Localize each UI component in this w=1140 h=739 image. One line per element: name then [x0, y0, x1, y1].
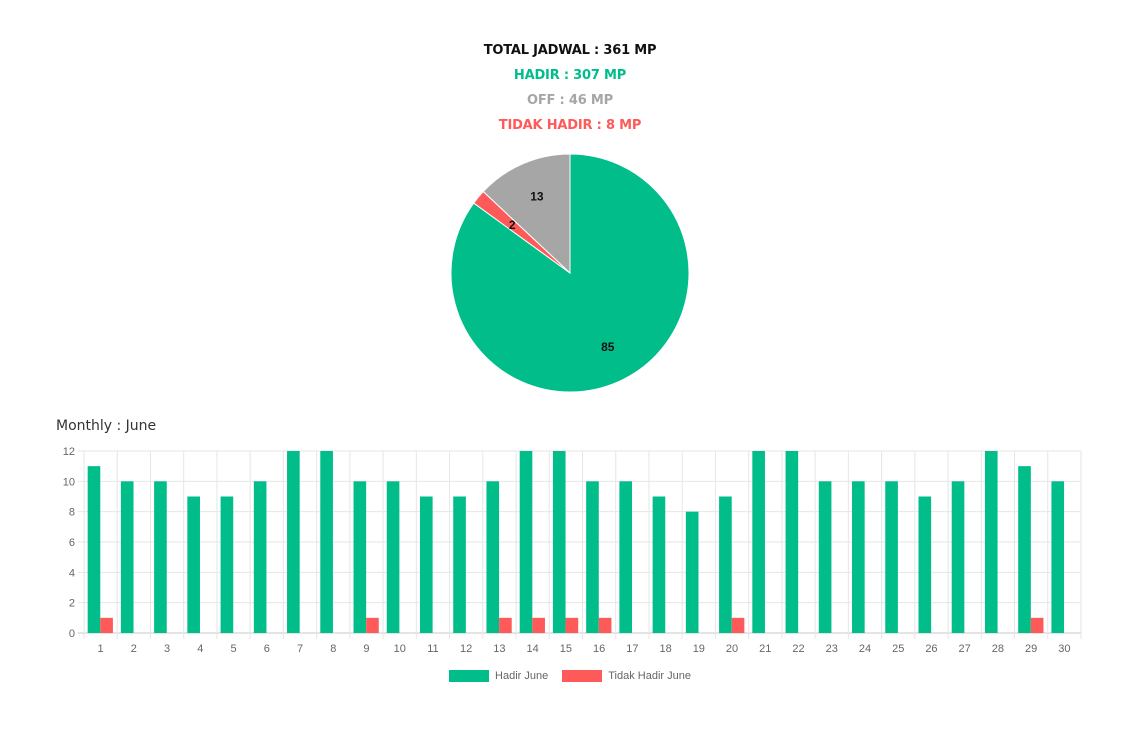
x-tick-label: 3 — [164, 643, 170, 655]
pie-slice-label-0: 85 — [601, 340, 615, 354]
bar-hadir-5[interactable] — [220, 496, 234, 634]
x-tick-label: 4 — [197, 643, 203, 655]
bar-tidak-hadir-9[interactable] — [366, 617, 379, 633]
x-tick-label: 14 — [527, 643, 539, 655]
bar-hadir-20[interactable] — [719, 496, 732, 634]
y-tick-label: 12 — [63, 446, 75, 458]
x-tick-label: 19 — [693, 643, 705, 655]
bar-hadir-7[interactable] — [287, 451, 300, 633]
summary-off: OFF : 46 MP — [527, 93, 613, 108]
x-tick-label: 17 — [626, 643, 638, 655]
legend-label-tidak-hadir: Tidak Hadir June — [608, 670, 691, 682]
x-tick-label: 25 — [892, 643, 904, 655]
bar-tidak-hadir-15[interactable] — [565, 617, 579, 633]
bar-hadir-29[interactable] — [1018, 466, 1031, 633]
x-tick-label: 13 — [493, 643, 505, 655]
y-tick-label: 2 — [69, 598, 75, 610]
legend-swatch-tidak-hadir — [562, 670, 603, 682]
legend-item-tidak-hadir[interactable]: Tidak Hadir June — [562, 670, 691, 682]
bar-hadir-17[interactable] — [619, 481, 633, 633]
pie-slice-label-1: 2 — [509, 218, 516, 232]
bar-hadir-10[interactable] — [386, 481, 400, 633]
x-tick-label: 11 — [427, 643, 438, 655]
bar-hadir-21[interactable] — [752, 451, 765, 633]
x-tick-label: 10 — [394, 643, 406, 655]
x-tick-label: 22 — [792, 643, 804, 655]
bar-hadir-11[interactable] — [419, 496, 433, 634]
x-tick-label: 23 — [826, 643, 838, 655]
x-tick-label: 29 — [1025, 643, 1037, 655]
bar-hadir-2[interactable] — [120, 481, 134, 633]
bar-hadir-19[interactable] — [685, 511, 699, 633]
bar-tidak-hadir-14[interactable] — [532, 617, 545, 633]
bar-hadir-27[interactable] — [951, 481, 965, 633]
x-tick-label: 24 — [859, 643, 871, 655]
x-tick-label: 5 — [230, 643, 236, 655]
y-tick-label: 0 — [69, 628, 75, 640]
x-tick-label: 1 — [98, 643, 104, 655]
x-tick-label: 15 — [560, 643, 572, 655]
bar-hadir-12[interactable] — [453, 496, 466, 634]
bar-hadir-25[interactable] — [885, 481, 898, 633]
bar-hadir-18[interactable] — [652, 496, 666, 634]
x-tick-label: 27 — [959, 643, 971, 655]
legend-item-hadir[interactable]: Hadir June — [449, 670, 548, 682]
y-tick-label: 8 — [69, 507, 75, 519]
bar-hadir-6[interactable] — [253, 481, 267, 633]
bar-tidak-hadir-16[interactable] — [598, 617, 612, 633]
bar-tidak-hadir-29[interactable] — [1030, 617, 1044, 633]
summary-tidak-hadir: TIDAK HADIR : 8 MP — [498, 118, 642, 133]
x-tick-label: 30 — [1058, 643, 1070, 655]
bar-tidak-hadir-1[interactable] — [100, 617, 113, 633]
x-tick-label: 2 — [131, 643, 137, 655]
bar-hadir-23[interactable] — [818, 481, 832, 633]
bar-tidak-hadir-13[interactable] — [499, 617, 512, 633]
summary-total: TOTAL JADWAL : 361 MP — [483, 43, 657, 58]
monthly-title: Monthly : June — [56, 418, 157, 434]
x-tick-label: 9 — [363, 643, 369, 655]
bar-hadir-4[interactable] — [187, 496, 200, 634]
pie-slice-label-2: 13 — [530, 190, 544, 204]
bar-chart-legend: Hadir June Tidak Hadir June — [0, 670, 1140, 682]
x-tick-label: 7 — [297, 643, 303, 655]
bar-tidak-hadir-20[interactable] — [731, 617, 745, 633]
bar-hadir-3[interactable] — [154, 481, 167, 633]
legend-swatch-hadir — [449, 670, 490, 682]
attendance-pie-chart: 85 2 13 — [450, 153, 690, 393]
bar-hadir-1[interactable] — [87, 466, 101, 633]
bar-hadir-16[interactable] — [586, 481, 599, 633]
x-tick-label: 28 — [992, 643, 1004, 655]
y-tick-label: 4 — [69, 567, 75, 579]
bar-hadir-13[interactable] — [486, 481, 500, 633]
pie-slice-2[interactable] — [482, 153, 571, 275]
x-tick-label: 16 — [593, 643, 605, 655]
bar-hadir-8[interactable] — [320, 451, 333, 633]
legend-label-hadir: Hadir June — [495, 670, 549, 682]
x-tick-label: 26 — [925, 643, 937, 655]
x-tick-label: 8 — [330, 643, 336, 655]
bar-hadir-22[interactable] — [785, 451, 799, 633]
bar-hadir-9[interactable] — [353, 481, 367, 633]
bar-hadir-15[interactable] — [552, 451, 566, 633]
y-tick-label: 10 — [63, 476, 75, 488]
x-tick-label: 21 — [759, 643, 771, 655]
bar-hadir-28[interactable] — [984, 451, 998, 633]
bar-hadir-26[interactable] — [918, 496, 932, 634]
y-tick-label: 6 — [69, 537, 75, 549]
x-tick-label: 12 — [460, 643, 472, 655]
x-tick-label: 18 — [659, 643, 671, 655]
bar-hadir-24[interactable] — [852, 481, 865, 633]
summary-hadir: HADIR : 307 MP — [513, 68, 627, 83]
x-tick-label: 20 — [726, 643, 738, 655]
x-tick-label: 6 — [264, 643, 270, 655]
bar-hadir-14[interactable] — [519, 451, 533, 633]
bar-hadir-30[interactable] — [1051, 481, 1065, 633]
